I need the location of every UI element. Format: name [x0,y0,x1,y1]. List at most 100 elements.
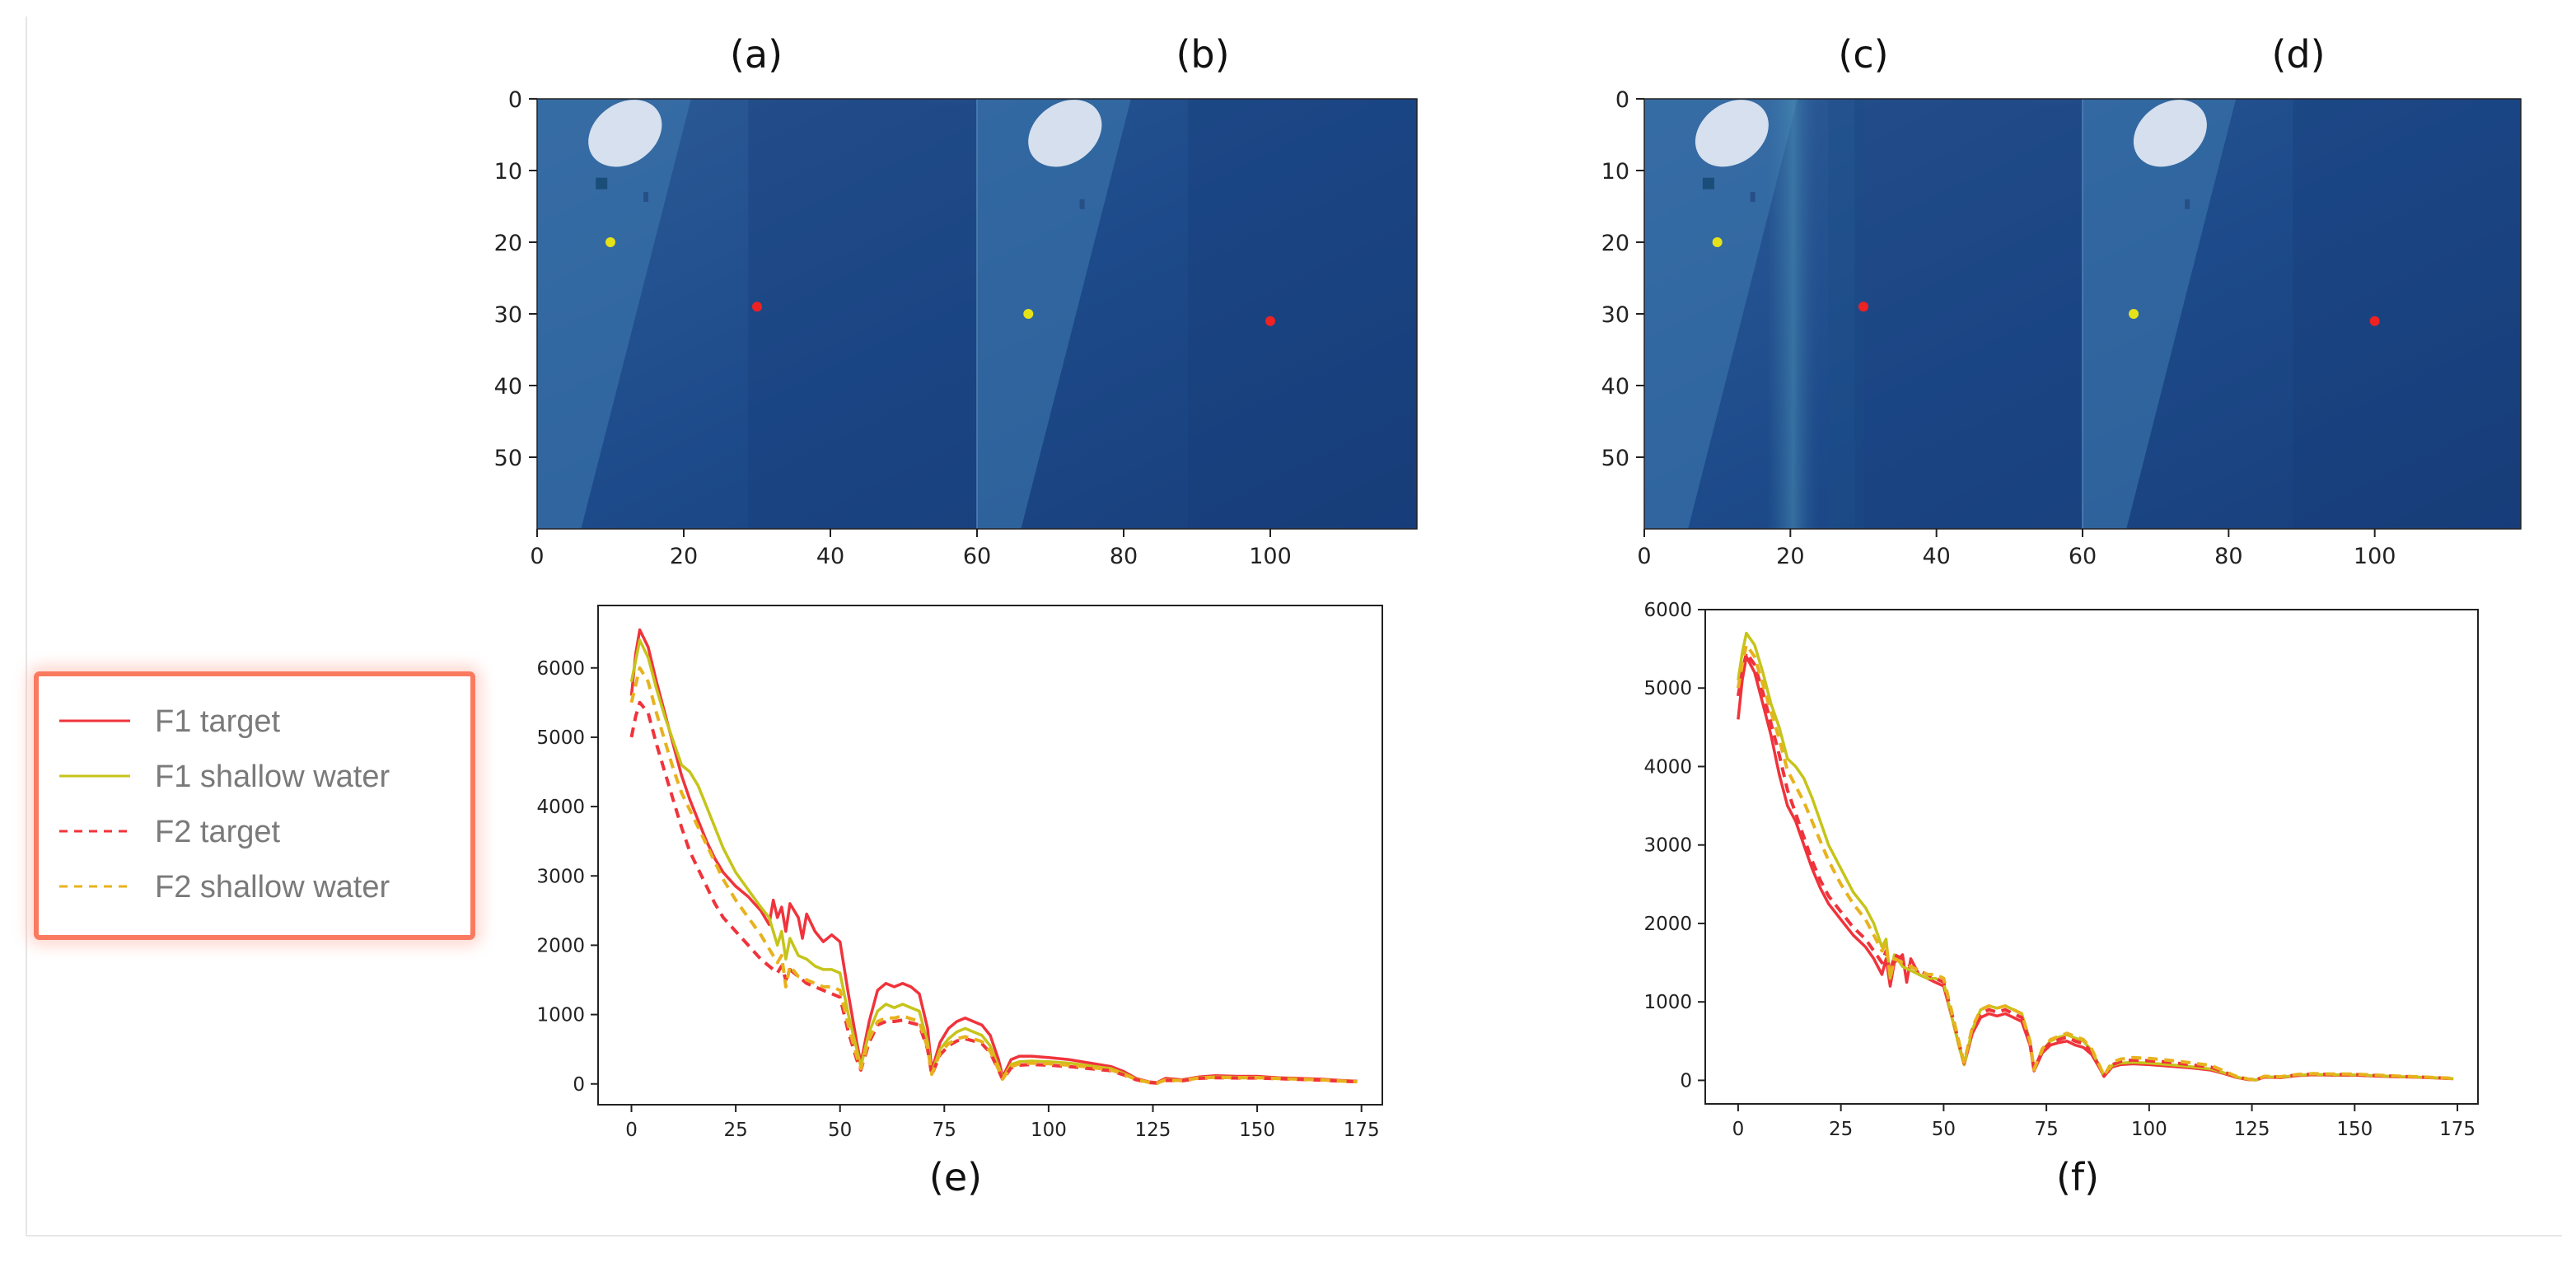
marker-point [752,302,762,312]
x-tick-label: 150 [2336,1119,2373,1140]
light-shaft [977,99,1131,529]
y-tick-label: 5000 [536,727,585,749]
dark-spot [643,192,649,203]
x-tick-label: 40 [816,544,844,569]
chart-e: 0 25 50 75 100 125 150 175 0 1000 2000 3000 4000 5000… [536,605,1383,1141]
marker-point [1712,237,1723,247]
x-tick-label: 125 [1135,1120,1171,1141]
marker-point [1023,309,1034,319]
x-tick-label: 25 [723,1120,747,1141]
glare-core [1028,100,1102,167]
panel-label-d: (d) [2271,32,2325,77]
y-tick-label: 0 [573,1074,585,1096]
x-tick-label: 0 [1732,1119,1745,1140]
glare-core [1695,100,1769,167]
x-tick-label: 100 [2131,1119,2167,1140]
y-tick-label: 2000 [536,935,585,956]
y-tick-label: 4000 [536,797,585,818]
plot-area [1704,609,2479,1105]
light-shaft [2083,99,2237,529]
marker-point [605,237,615,247]
glare [2012,99,2258,202]
x-tick-label: 50 [1932,1119,1956,1140]
deep-water [1188,99,1417,529]
x-tick-label: 0 [625,1120,638,1141]
image-panel-cd: 0 20 40 60 80 100 0 10 20 30 40 50 [1601,87,2522,569]
legend: F1 target F1 shallow water F2 target F2 sha… [28,666,481,946]
beam-band [1766,99,1820,529]
x-tick-label: 100 [1249,544,1292,569]
dark-spot [1750,192,1756,203]
marker-point [2129,309,2139,319]
marker-point [1858,302,1868,312]
dark-spot [2185,199,2190,209]
legend-box [34,671,475,940]
x-tick-label: 20 [1776,544,1804,569]
x-tick-label: 60 [963,544,991,569]
y-tick-label: 10 [1601,159,1629,185]
dark-spot [596,177,608,189]
x-tick-label: 50 [828,1120,852,1141]
y-tick-label: 3000 [536,866,585,887]
image-body [537,99,1417,529]
y-tick-label: 0 [1615,87,1629,113]
legend-label: F2 shallow water [155,870,390,905]
y-tick-label: 50 [494,446,522,471]
x-tick-label: 0 [1637,544,1651,569]
chart-f: 0 25 50 75 100 125 150 175 0 1000 2000 3000 4000 5000… [1643,600,2479,1140]
y-tick-label: 2000 [1643,914,1692,935]
glare-core [2133,100,2207,167]
y-tick-label: 20 [1601,231,1629,256]
x-tick-label: 25 [1829,1119,1853,1140]
y-tick-label: 20 [494,231,522,256]
series-group [629,628,1358,1085]
plot-area [597,605,1383,1106]
x-tick-label: 125 [2234,1119,2270,1140]
series-line-f2-shallow-water [1736,643,2454,1082]
x-tick-label: 60 [2069,544,2097,569]
image-body [1644,99,2521,529]
y-tick-label: 0 [1680,1070,1692,1092]
y-tick-label: 40 [494,374,522,400]
x-tick-label: 175 [1344,1120,1380,1141]
x-tick-label: 100 [1031,1120,1067,1141]
y-tick-label: 6000 [536,658,585,680]
y-tick-label: 10 [494,159,522,185]
beam-shadow [1828,99,1863,529]
panel-label-b: (b) [1176,32,1229,77]
y-tick-label: 5000 [1643,678,1692,699]
y-tick-label: 4000 [1643,756,1692,778]
x-tick-label: 175 [2439,1119,2475,1140]
legend-label: F1 target [155,704,281,739]
y-tick-label: 30 [494,302,522,328]
legend-label: F2 target [155,815,281,849]
glare [906,99,1153,202]
y-tick-label: 1000 [536,1005,585,1026]
x-tick-label: 150 [1239,1120,1275,1141]
deep-water [2293,99,2521,529]
dark-spot [1079,199,1085,209]
dark-spot [1702,177,1714,189]
y-tick-label: 40 [1601,374,1629,400]
legend-label: F1 shallow water [155,760,390,794]
glare-core [588,100,662,167]
series-line-f2-shallow-water [629,666,1358,1085]
series-group [1736,631,2454,1082]
y-tick-label: 6000 [1643,600,1692,621]
light-shaft [537,99,691,529]
x-tick-label: 80 [1110,544,1138,569]
panel-label-e: (e) [929,1155,982,1199]
x-tick-label: 75 [2034,1119,2058,1140]
image-panel-ab: 0 20 40 60 80 100 0 10 20 30 40 50 [494,87,1418,569]
y-tick-label: 30 [1601,302,1629,328]
marker-point [1265,316,1275,326]
panel-label-a: (a) [730,32,783,77]
series-line-f2-target [1736,651,2454,1082]
panel-label-c: (c) [1838,32,1888,77]
y-tick-label: 1000 [1643,992,1692,1013]
x-tick-label: 100 [2354,544,2396,569]
y-tick-label: 3000 [1643,835,1692,857]
x-tick-label: 0 [530,544,544,569]
